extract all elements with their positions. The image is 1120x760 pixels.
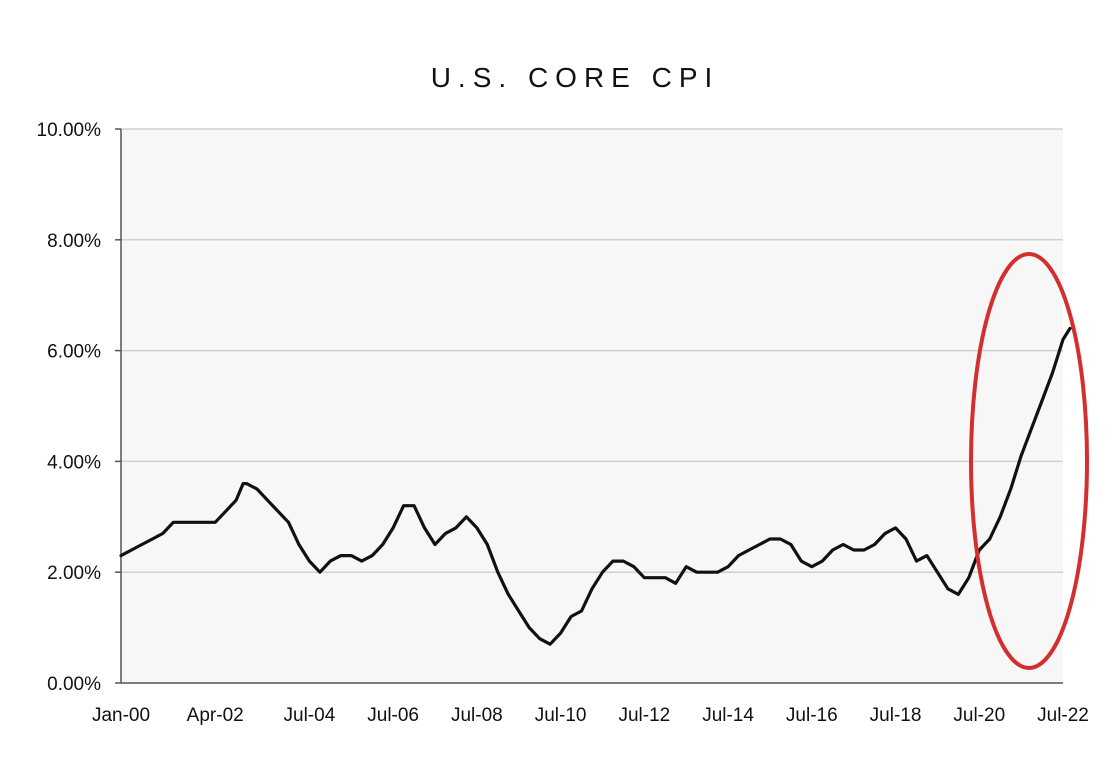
x-tick-label: Jul-14 <box>702 705 754 726</box>
x-tick-label: Jul-10 <box>535 705 587 726</box>
gridlines <box>121 128 1063 573</box>
x-tick-label: Jul-04 <box>284 705 336 726</box>
x-tick-label: Jul-16 <box>786 705 838 726</box>
x-axis-ticks: Jan-00 Apr-02 Jul-04 Jul-06 Jul-08 Jul-10 Jul-… <box>92 705 1089 726</box>
chart-title: U.S. CORE CPI <box>430 62 720 93</box>
x-tick-label: Jul-18 <box>870 705 922 726</box>
highlight-ellipse <box>969 252 1089 670</box>
plot-area <box>121 129 1063 683</box>
y-tick-label: 8.00% <box>47 231 101 252</box>
x-tick-label: Jul-08 <box>451 705 503 726</box>
y-tick-label: 6.00% <box>47 342 101 363</box>
y-tick-label: 4.00% <box>47 452 101 473</box>
x-tick-label: Jul-06 <box>367 705 419 726</box>
y-tick-label: 0.00% <box>47 674 101 695</box>
y-axis-ticks: 0.00% 2.00% 4.00% 6.00% 8.00% 10.00% <box>37 120 121 695</box>
x-tick-label: Jan-00 <box>92 705 150 726</box>
x-tick-label: Apr-02 <box>187 705 244 726</box>
x-tick-label: Jul-12 <box>618 705 670 726</box>
y-tick-label: 10.00% <box>37 120 102 141</box>
y-tick-label: 2.00% <box>47 563 101 584</box>
x-tick-label: Jul-22 <box>1037 705 1089 726</box>
x-tick-label: Jul-20 <box>953 705 1005 726</box>
series-line <box>119 326 1072 646</box>
